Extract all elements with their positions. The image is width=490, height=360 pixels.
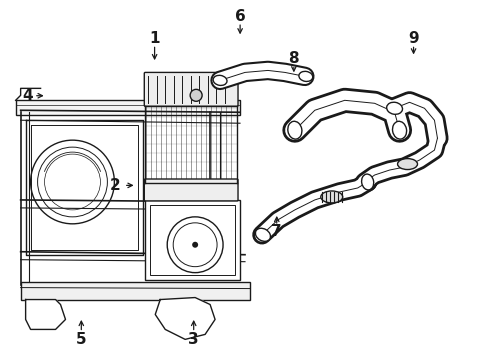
Text: 9: 9 [408,31,419,46]
FancyBboxPatch shape [21,282,250,300]
Ellipse shape [387,102,402,114]
FancyBboxPatch shape [16,100,240,115]
Polygon shape [155,298,215,339]
FancyBboxPatch shape [145,200,240,280]
Ellipse shape [255,228,270,241]
Text: 1: 1 [149,31,160,46]
Text: 6: 6 [235,9,245,24]
Text: 7: 7 [271,225,282,239]
Ellipse shape [299,71,313,81]
Circle shape [190,89,202,101]
Ellipse shape [321,191,343,203]
Text: 5: 5 [76,332,87,347]
FancyBboxPatch shape [144,179,238,201]
Ellipse shape [213,75,227,85]
Circle shape [192,242,198,248]
Ellipse shape [397,159,417,170]
Ellipse shape [392,121,407,139]
Ellipse shape [288,121,302,139]
Text: 3: 3 [188,332,199,347]
Ellipse shape [362,174,374,190]
Text: 4: 4 [22,88,33,103]
FancyBboxPatch shape [144,72,238,106]
Text: 8: 8 [289,50,299,66]
Polygon shape [25,300,66,329]
Text: 2: 2 [110,178,121,193]
